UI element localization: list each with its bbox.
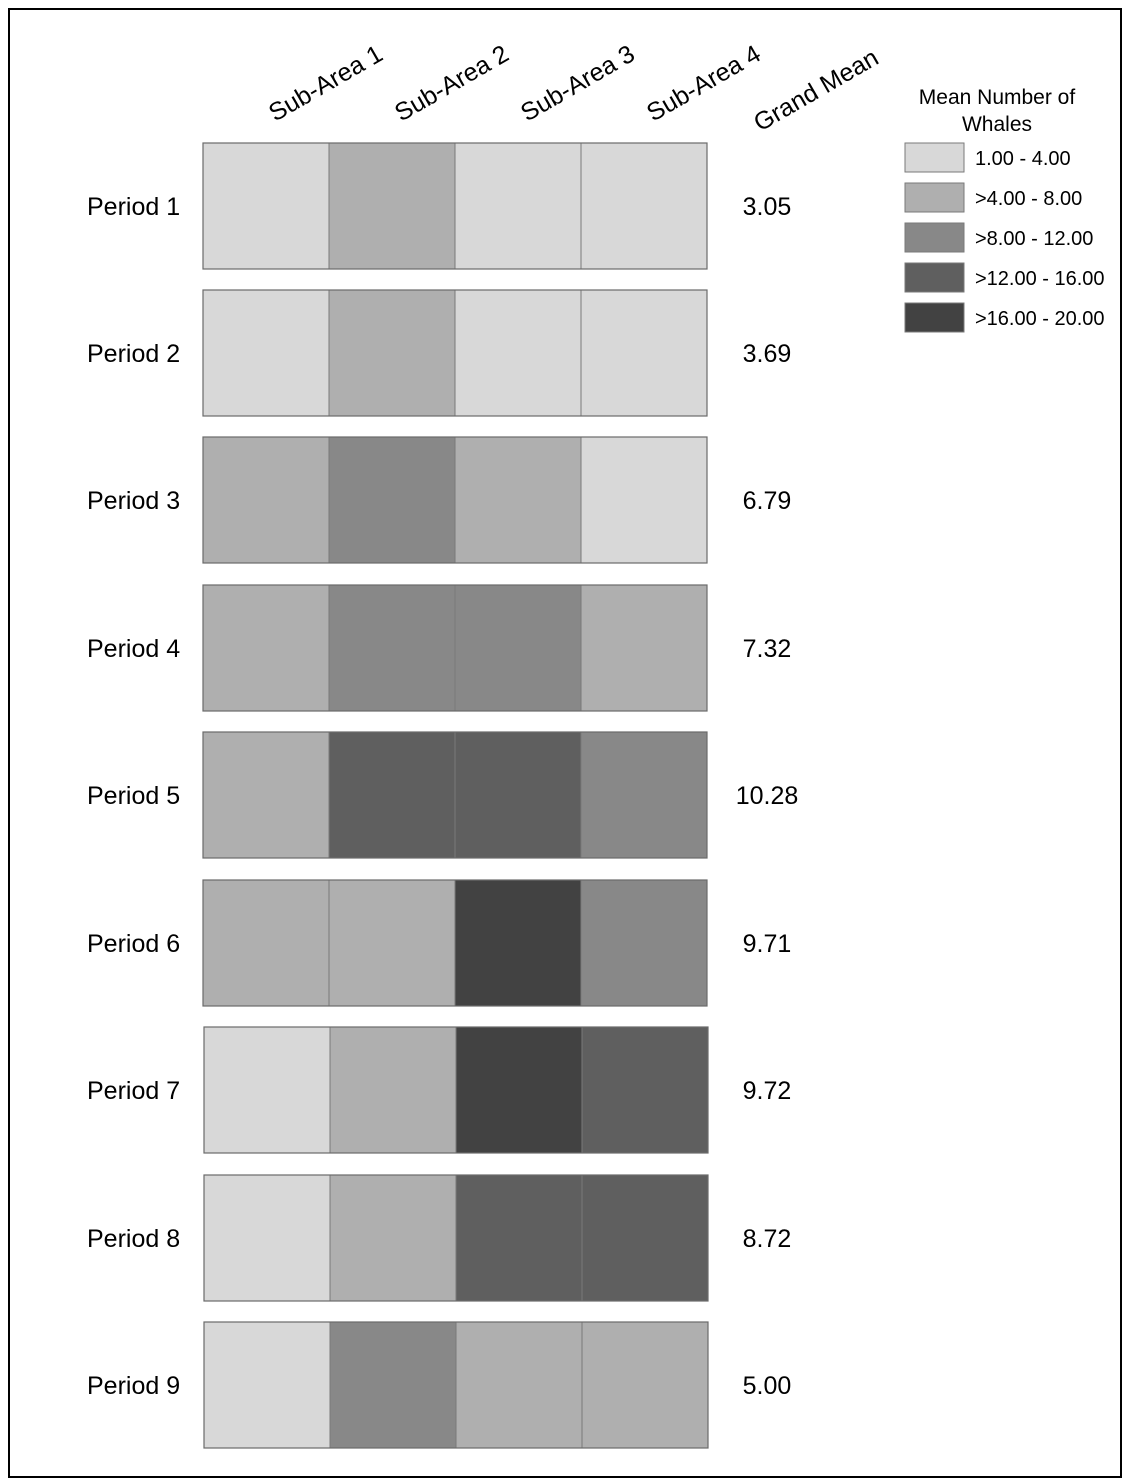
row-label: Period 9 xyxy=(87,1372,180,1400)
legend-label: >16.00 - 20.00 xyxy=(975,308,1105,330)
row-border xyxy=(202,289,708,417)
heatmap-cell xyxy=(580,584,708,712)
heatmap-cell xyxy=(329,1321,457,1449)
heatmap-cell xyxy=(454,879,582,1007)
heatmap-cell xyxy=(455,1026,583,1154)
column-header: Sub-Area 1 xyxy=(264,40,388,127)
heatmap-cell xyxy=(203,1174,331,1302)
heatmap-cell xyxy=(328,142,456,270)
row-label: Period 2 xyxy=(87,340,180,368)
grand-mean-value: 10.28 xyxy=(736,782,799,810)
heatmap-cell xyxy=(203,1026,331,1154)
row-label: Period 6 xyxy=(87,930,180,958)
heatmap-cell xyxy=(580,731,708,859)
legend-swatch xyxy=(904,142,965,173)
heatmap-cell xyxy=(328,289,456,417)
heatmap-cell xyxy=(328,584,456,712)
row-border xyxy=(202,731,708,859)
row-label: Period 5 xyxy=(87,782,180,810)
grand-mean-value: 3.69 xyxy=(743,340,792,368)
grand-mean-value: 6.79 xyxy=(743,487,792,515)
heatmap-cell xyxy=(454,142,582,270)
grand-mean-value: 5.00 xyxy=(743,1372,792,1400)
heatmap-cell xyxy=(202,879,330,1007)
column-header: Sub-Area 2 xyxy=(390,40,514,127)
legend-swatch xyxy=(904,222,965,253)
row-label: Period 4 xyxy=(87,635,180,663)
grand-mean-value: 8.72 xyxy=(743,1225,792,1253)
heatmap-cell xyxy=(580,436,708,564)
legend-label: >8.00 - 12.00 xyxy=(975,228,1093,250)
row-label: Period 7 xyxy=(87,1077,180,1105)
heatmap-cell xyxy=(202,731,330,859)
column-header: Sub-Area 3 xyxy=(516,40,640,127)
legend-title: Mean Number of xyxy=(919,86,1076,109)
heatmap-cell xyxy=(202,436,330,564)
legend-swatch xyxy=(904,302,965,333)
heatmap-cell xyxy=(329,1026,457,1154)
grand-mean-header: Grand Mean xyxy=(749,43,883,137)
grand-mean-value: 9.71 xyxy=(743,930,792,958)
heatmap-cell xyxy=(329,1174,457,1302)
heatmap-cell xyxy=(454,731,582,859)
heatmap-cell xyxy=(454,289,582,417)
row-label: Period 1 xyxy=(87,193,180,221)
legend-label: 1.00 - 4.00 xyxy=(975,148,1071,170)
row-border xyxy=(203,1321,709,1449)
row-border xyxy=(203,1174,709,1302)
heatmap-cell xyxy=(580,879,708,1007)
heatmap-cell xyxy=(454,436,582,564)
row-label: Period 3 xyxy=(87,487,180,515)
row-border xyxy=(202,879,708,1007)
row-border xyxy=(202,584,708,712)
heatmap-cell xyxy=(455,1321,583,1449)
legend-label: >12.00 - 16.00 xyxy=(975,268,1105,290)
heatmap-cell xyxy=(328,731,456,859)
row-border xyxy=(202,142,708,270)
legend-label: >4.00 - 8.00 xyxy=(975,188,1082,210)
heatmap-cell xyxy=(454,584,582,712)
grand-mean-value: 7.32 xyxy=(743,635,792,663)
heatmap-cell xyxy=(202,584,330,712)
row-label: Period 8 xyxy=(87,1225,180,1253)
grand-mean-value: 9.72 xyxy=(743,1077,792,1105)
heatmap-cell xyxy=(202,289,330,417)
heatmap-cell xyxy=(203,1321,331,1449)
legend-swatch xyxy=(904,262,965,293)
heatmap-cell xyxy=(581,1321,709,1449)
heatmap-cell xyxy=(580,289,708,417)
legend-title: Whales xyxy=(962,113,1032,136)
heatmap-cell xyxy=(580,142,708,270)
heatmap-cell xyxy=(328,879,456,1007)
grand-mean-value: 3.05 xyxy=(743,193,792,221)
legend-swatch xyxy=(904,182,965,213)
heatmap-cell xyxy=(455,1174,583,1302)
row-border xyxy=(203,1026,709,1154)
heatmap-cell xyxy=(581,1174,709,1302)
heatmap-cell xyxy=(202,142,330,270)
heatmap-cell xyxy=(581,1026,709,1154)
row-border xyxy=(202,436,708,564)
heatmap-cell xyxy=(328,436,456,564)
column-header: Sub-Area 4 xyxy=(642,40,766,128)
